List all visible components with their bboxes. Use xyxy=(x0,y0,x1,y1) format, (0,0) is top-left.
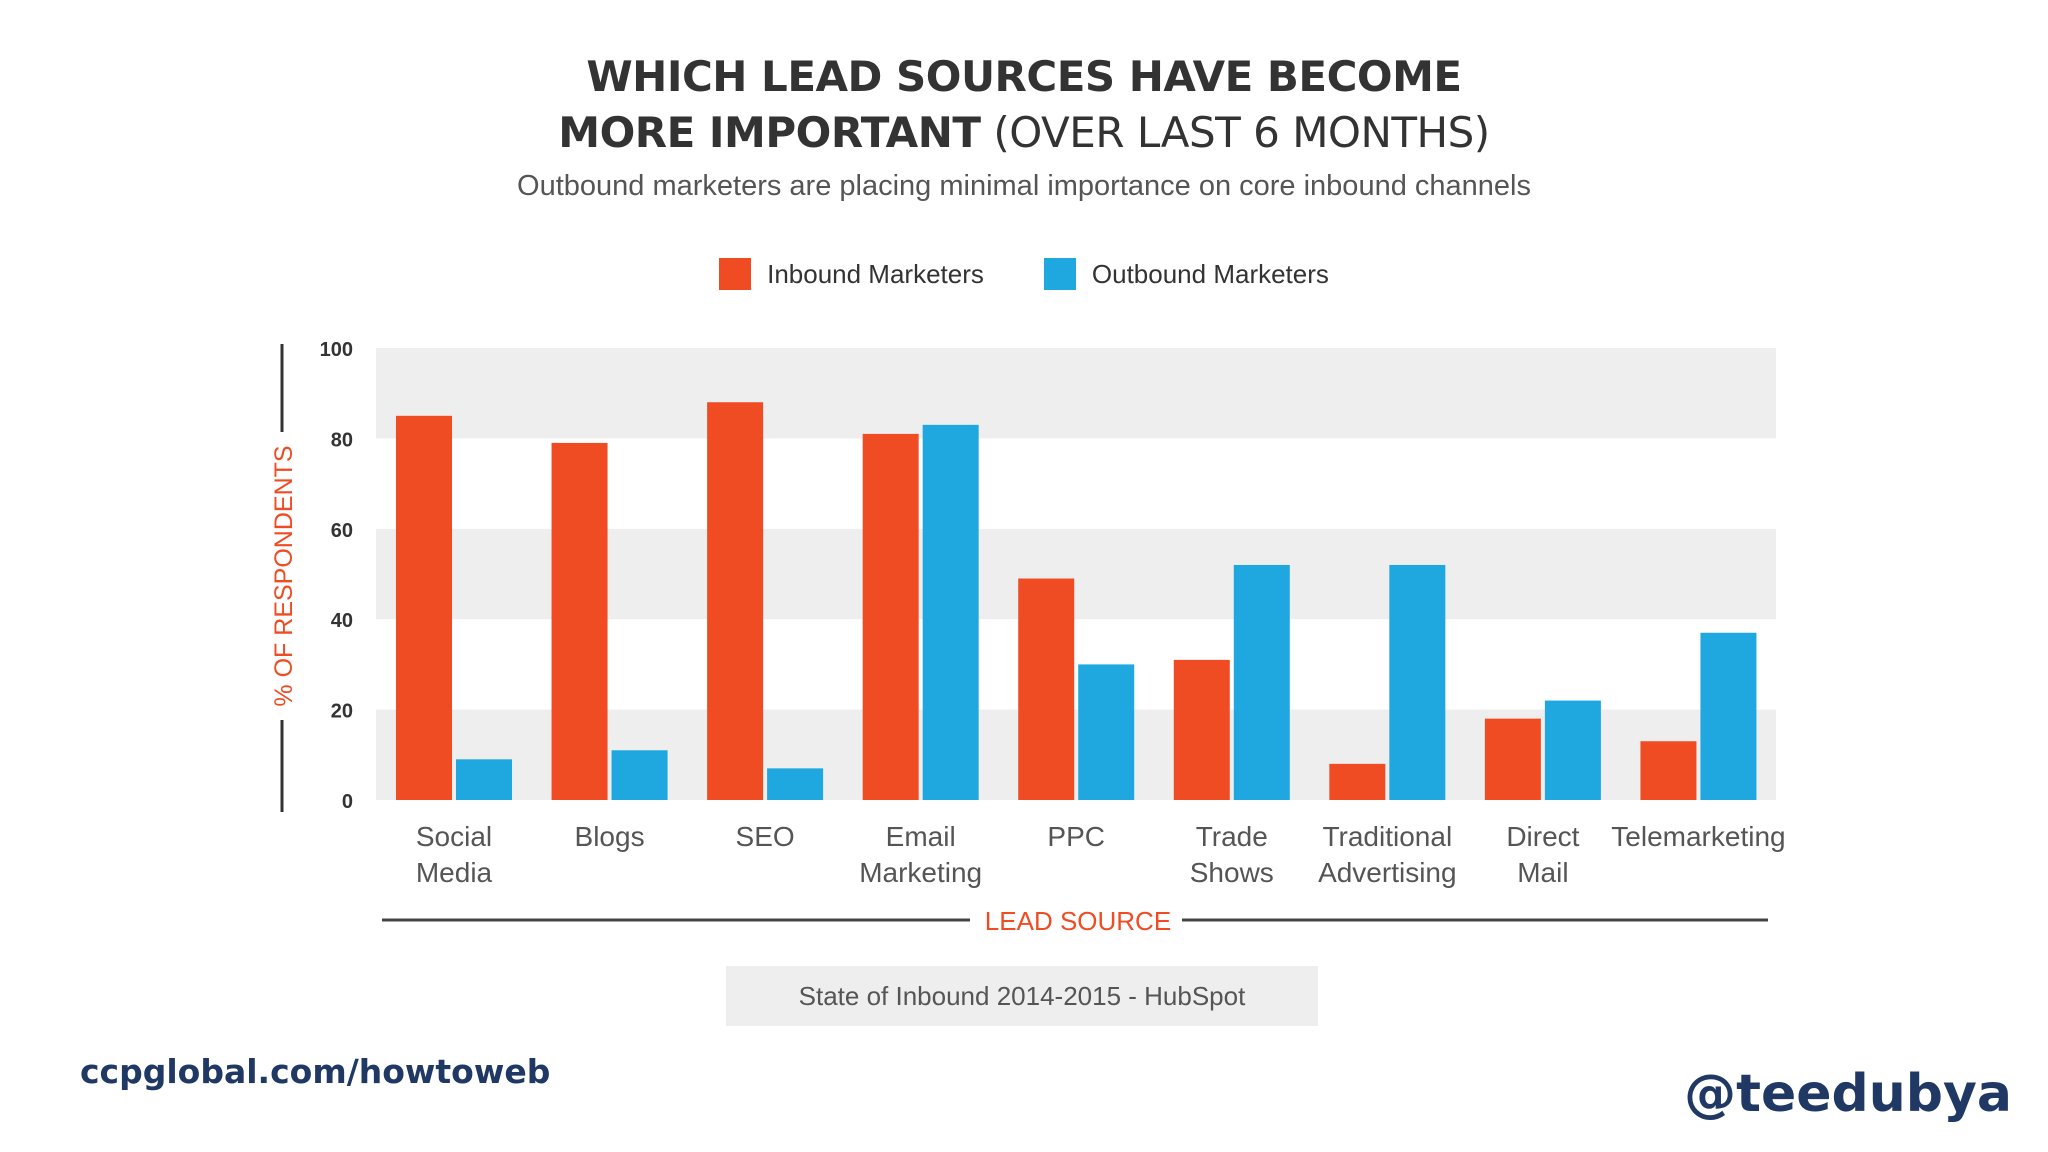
bar-outbound xyxy=(767,768,824,800)
x-tick-label: Traditional Advertising xyxy=(1318,821,1457,888)
bar-inbound xyxy=(1640,741,1697,800)
bar-inbound xyxy=(1018,578,1075,800)
grid-band xyxy=(376,348,1776,439)
y-tick-label: 0 xyxy=(342,791,353,813)
bar-outbound xyxy=(1078,664,1135,800)
bar-outbound xyxy=(611,750,668,800)
x-tick-label: SEO xyxy=(736,821,795,852)
bar-outbound xyxy=(1389,564,1446,800)
chart-legend: Inbound Marketers Outbound Marketers xyxy=(0,258,2048,290)
y-axis-title: % OF RESPONDENTS xyxy=(270,445,298,706)
bar-outbound xyxy=(922,424,979,800)
y-tick-label: 80 xyxy=(331,429,353,451)
legend-item-outbound: Outbound Marketers xyxy=(1043,258,1329,290)
bar-inbound xyxy=(551,442,608,800)
bar-inbound xyxy=(396,415,452,800)
x-tick-label: Direct Mail xyxy=(1506,821,1579,888)
x-tick-label: Social Media xyxy=(416,821,493,888)
x-axis-title: LEAD SOURCE xyxy=(985,906,1171,936)
bar-outbound xyxy=(1544,700,1601,800)
y-tick-label: 60 xyxy=(331,520,353,542)
bar-inbound xyxy=(862,433,919,800)
legend-swatch-outbound xyxy=(1043,258,1076,290)
footer-url: ccpglobal.com/howtoweb xyxy=(80,1052,551,1091)
chart-title-bold: MORE IMPORTANT xyxy=(558,108,981,157)
y-tick-label: 40 xyxy=(331,610,353,632)
x-tick-label: Telemarketing xyxy=(1611,821,1785,852)
bar-inbound xyxy=(707,402,764,800)
chart-title-line1: WHICH LEAD SOURCES HAVE BECOME xyxy=(586,52,1462,101)
chart-title-light: (OVER LAST 6 MONTHS) xyxy=(980,108,1490,157)
y-tick-label: 20 xyxy=(331,701,353,723)
bar-outbound xyxy=(456,759,512,800)
chart-subtitle: Outbound marketers are placing minimal i… xyxy=(517,170,1531,202)
bar-inbound xyxy=(1484,718,1541,800)
grid-band xyxy=(376,709,1776,800)
legend-label-inbound: Inbound Marketers xyxy=(767,258,984,289)
chart-title-line2: MORE IMPORTANT (OVER LAST 6 MONTHS) xyxy=(0,108,2048,157)
x-tick-label: Email Marketing xyxy=(859,821,982,888)
bar-inbound xyxy=(1329,763,1386,800)
legend-item-inbound: Inbound Marketers xyxy=(719,258,984,290)
y-tick-label: 100 xyxy=(320,339,353,361)
legend-swatch-inbound xyxy=(719,258,752,290)
grid-band xyxy=(376,528,1776,620)
bar-chart: 0 20 40 60 80 100 % OF RESPONDENTS Social Media B… xyxy=(270,339,1786,936)
x-tick-label: Blogs xyxy=(575,821,645,852)
x-tick-label: PPC xyxy=(1047,821,1105,852)
bar-outbound xyxy=(1233,564,1290,800)
bar-inbound xyxy=(1173,659,1230,800)
bar-outbound xyxy=(1700,632,1757,800)
x-tick-label: Trade Shows xyxy=(1190,821,1274,888)
legend-label-outbound: Outbound Marketers xyxy=(1091,258,1329,289)
footer-handle: @teedubya xyxy=(1684,1064,2012,1124)
source-note: State of Inbound 2014-2015 - HubSpot xyxy=(726,966,1318,1026)
